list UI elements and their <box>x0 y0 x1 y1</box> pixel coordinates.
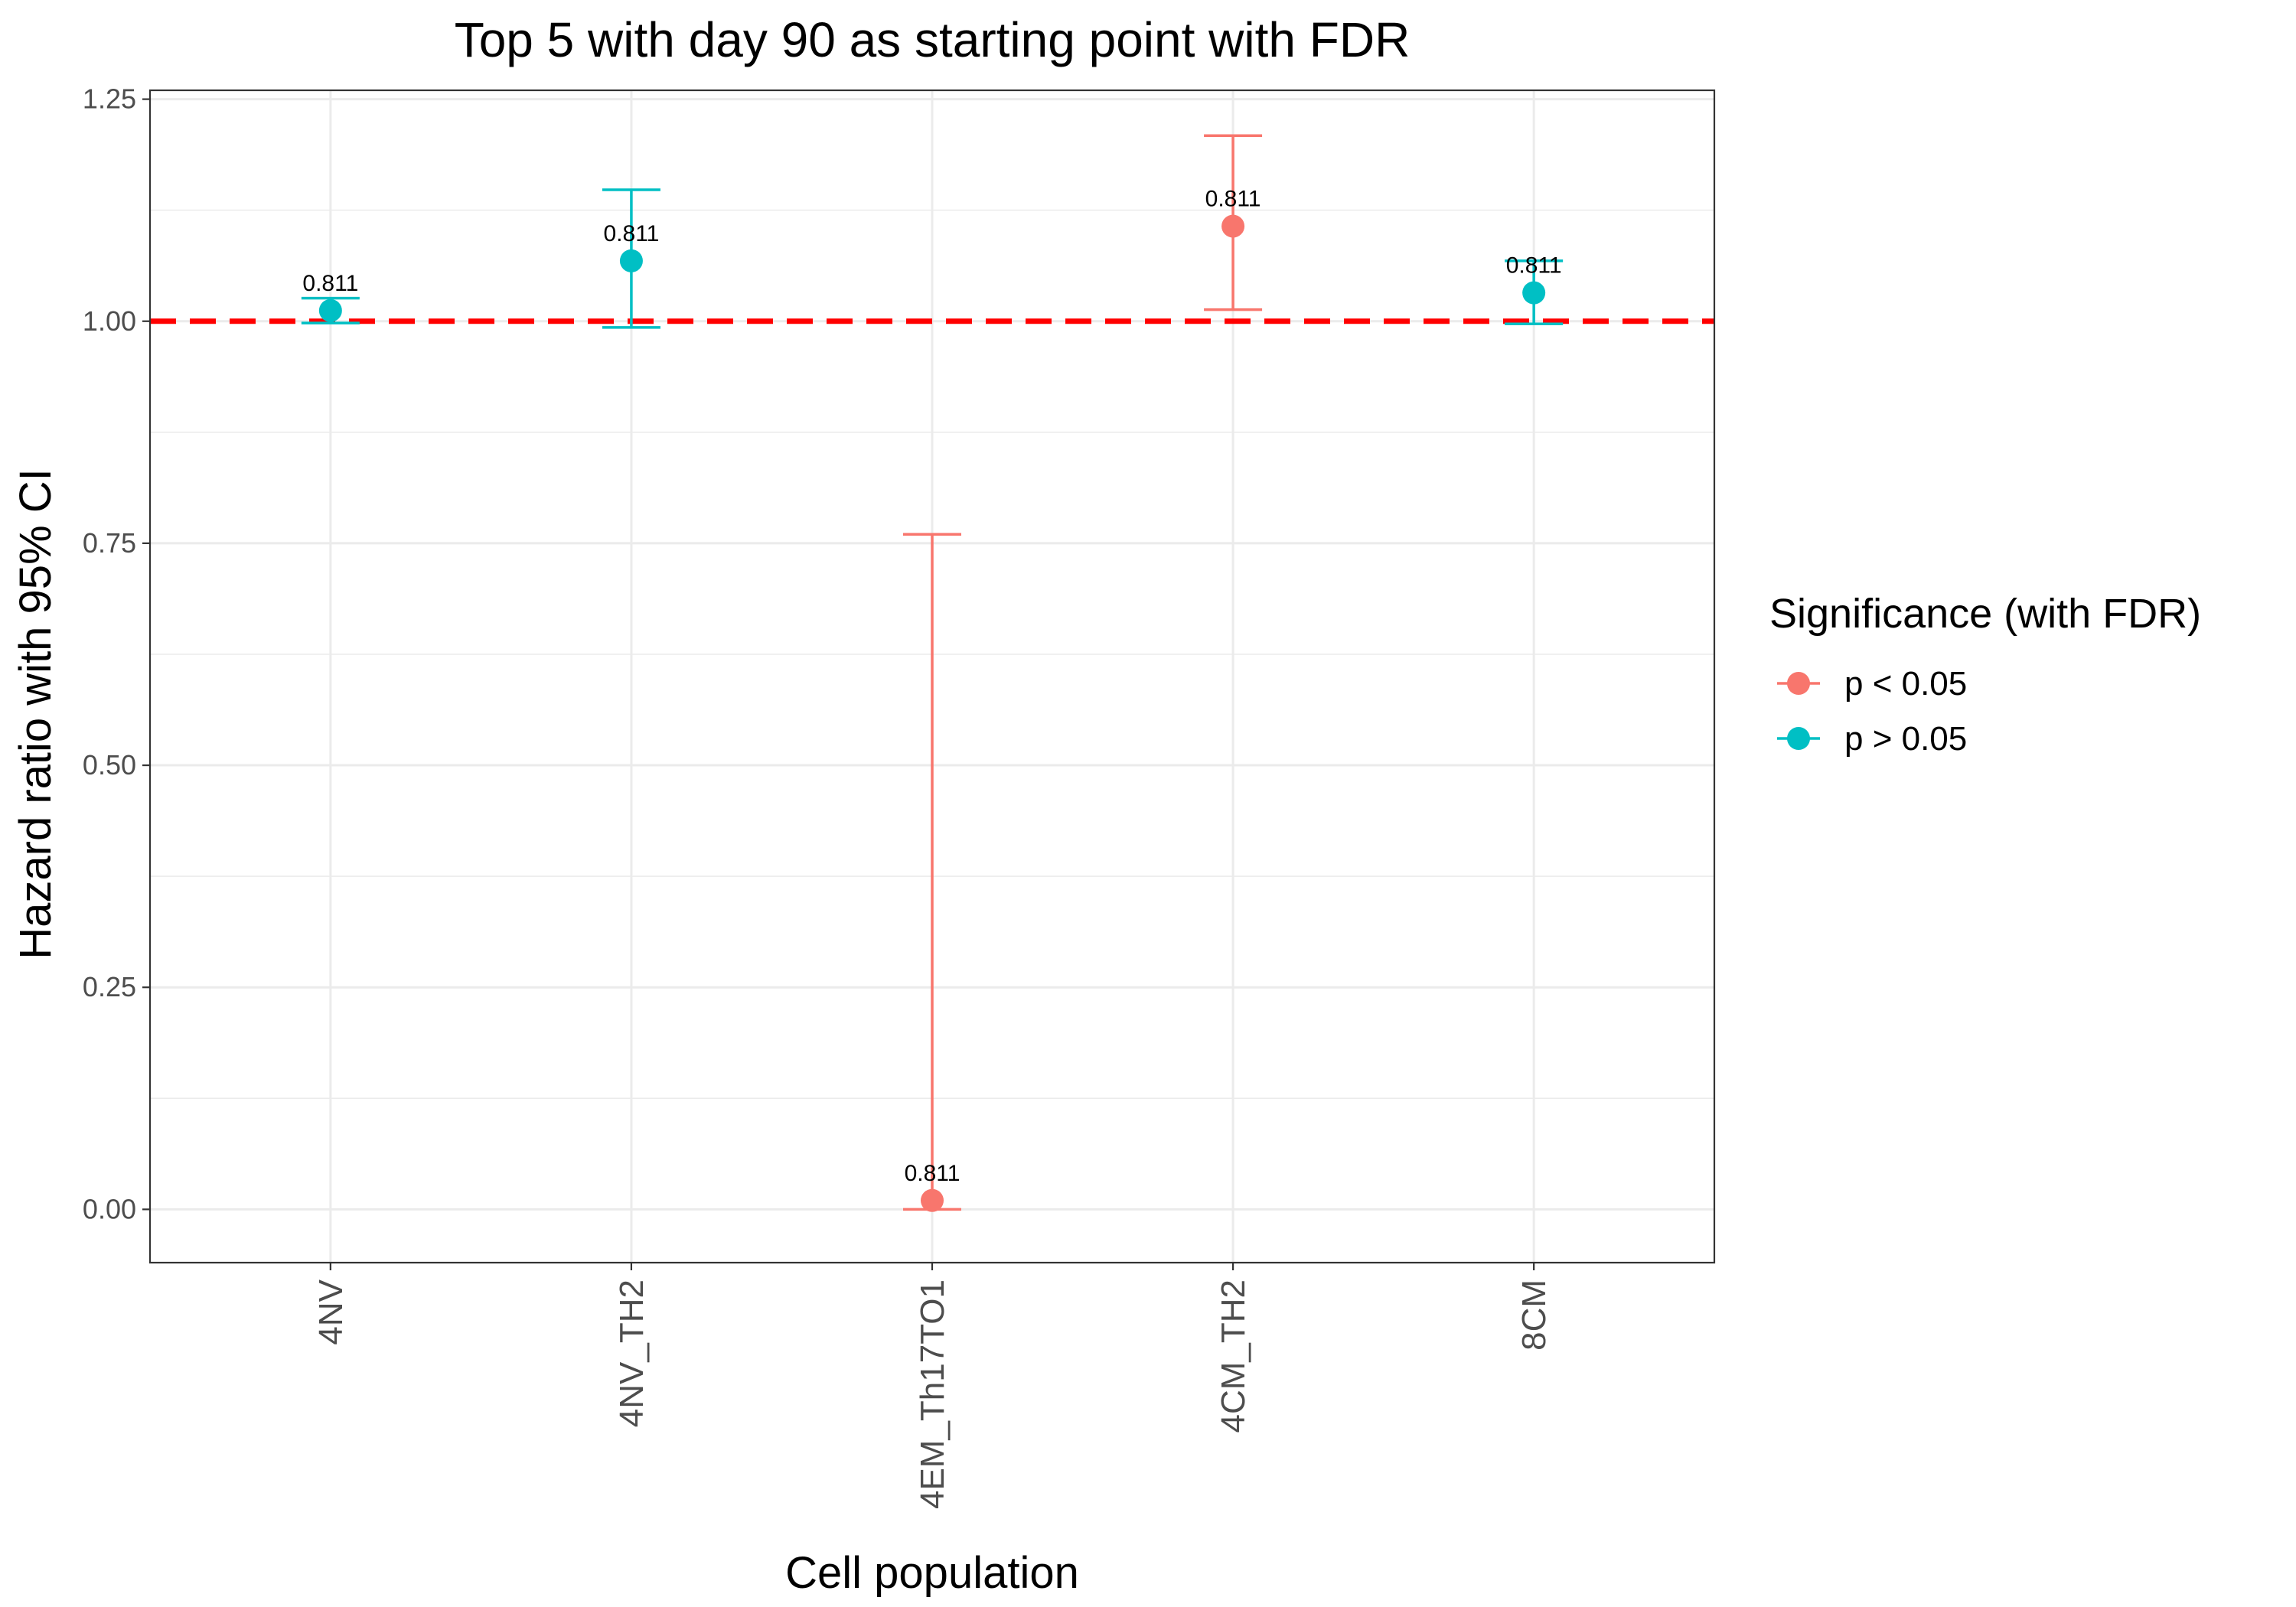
x-tick-label: 8CM <box>1515 1279 1553 1351</box>
data-point-8CM <box>1522 281 1546 305</box>
chart-title: Top 5 with day 90 as starting point with… <box>455 12 1411 67</box>
data-label-8CM: 0.811 <box>1506 253 1562 279</box>
legend-key-point <box>1787 672 1810 695</box>
legend-entry: p > 0.05 <box>1777 720 1967 758</box>
y-axis-title: Hazard ratio with 95% CI <box>11 468 60 959</box>
x-axis: 4NV 4NV_TH2 4EM_Th17TO1 4CM_TH2 8CM <box>312 1263 1553 1509</box>
data-labels: 0.811 0.811 0.811 0.811 0.811 <box>302 187 1561 1186</box>
x-tick-label: 4CM_TH2 <box>1215 1279 1252 1433</box>
legend: Significance (with FDR) p < 0.05 p > 0.05 <box>1769 591 2201 758</box>
x-tick-label: 4NV <box>312 1279 350 1345</box>
legend-entry-label: p > 0.05 <box>1844 720 1967 758</box>
x-axis-title: Cell population <box>785 1548 1079 1598</box>
legend-title: Significance (with FDR) <box>1769 591 2201 637</box>
data-point-4CM_TH2 <box>1221 214 1245 238</box>
legend-key-point <box>1787 727 1810 750</box>
x-tick-label: 4EM_Th17TO1 <box>914 1279 951 1509</box>
data-point-4EM_Th17TO1 <box>921 1188 944 1212</box>
legend-entry-label: p < 0.05 <box>1844 665 1967 702</box>
data-label-4CM_TH2: 0.811 <box>1205 187 1261 212</box>
y-axis: 0.00 0.25 0.50 0.75 1.00 1.25 <box>83 83 150 1224</box>
data-point-4NV <box>318 298 342 322</box>
data-label-4NV: 0.811 <box>302 271 358 296</box>
x-tick-label: 4NV_TH2 <box>613 1279 651 1427</box>
data-points <box>318 214 1546 1212</box>
data-point-4NV_TH2 <box>619 249 643 272</box>
legend-entry: p < 0.05 <box>1777 665 1967 702</box>
y-tick-label: 0.50 <box>83 749 136 781</box>
y-tick-label: 0.25 <box>83 971 136 1002</box>
data-label-4EM_Th17TO1: 0.811 <box>905 1161 960 1186</box>
data-label-4NV_TH2: 0.811 <box>603 221 659 246</box>
y-tick-label: 0.00 <box>83 1193 136 1224</box>
y-tick-label: 1.00 <box>83 305 136 337</box>
y-tick-label: 0.75 <box>83 527 136 559</box>
y-tick-label: 1.25 <box>83 83 136 115</box>
legend-entries: p < 0.05 p > 0.05 <box>1777 665 1967 758</box>
